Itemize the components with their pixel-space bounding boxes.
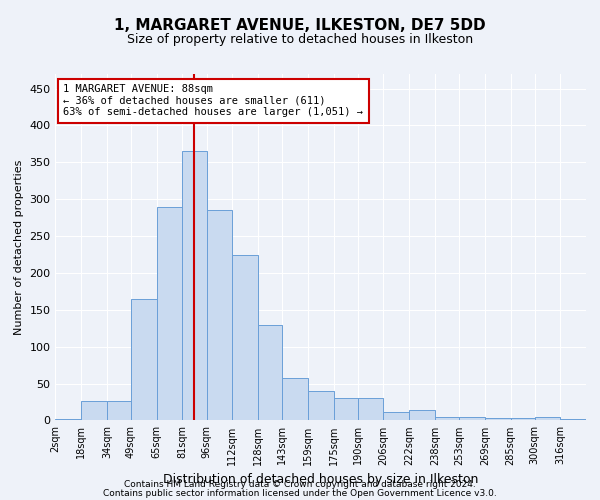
Y-axis label: Number of detached properties: Number of detached properties <box>14 160 24 335</box>
Bar <box>107 400 131 420</box>
Bar <box>282 378 308 420</box>
Bar <box>334 398 358 420</box>
Bar <box>232 254 258 420</box>
Bar <box>485 418 511 420</box>
Bar <box>409 410 435 420</box>
Bar <box>258 324 282 420</box>
Bar <box>206 210 232 420</box>
Bar <box>182 152 206 420</box>
Bar <box>383 412 409 420</box>
Bar <box>435 416 459 420</box>
Bar <box>459 416 485 420</box>
Bar <box>358 398 383 420</box>
Bar <box>560 419 586 420</box>
Bar <box>511 418 535 420</box>
Bar <box>55 419 81 420</box>
Bar <box>157 206 182 420</box>
Text: 1 MARGARET AVENUE: 88sqm
← 36% of detached houses are smaller (611)
63% of semi-: 1 MARGARET AVENUE: 88sqm ← 36% of detach… <box>64 84 364 117</box>
Bar <box>308 391 334 420</box>
Text: Contains HM Land Registry data © Crown copyright and database right 2024.: Contains HM Land Registry data © Crown c… <box>124 480 476 489</box>
Text: Contains public sector information licensed under the Open Government Licence v3: Contains public sector information licen… <box>103 489 497 498</box>
Bar <box>535 416 560 420</box>
Bar <box>131 299 157 420</box>
X-axis label: Distribution of detached houses by size in Ilkeston: Distribution of detached houses by size … <box>163 473 478 486</box>
Bar <box>81 400 107 420</box>
Text: Size of property relative to detached houses in Ilkeston: Size of property relative to detached ho… <box>127 32 473 46</box>
Text: 1, MARGARET AVENUE, ILKESTON, DE7 5DD: 1, MARGARET AVENUE, ILKESTON, DE7 5DD <box>114 18 486 32</box>
